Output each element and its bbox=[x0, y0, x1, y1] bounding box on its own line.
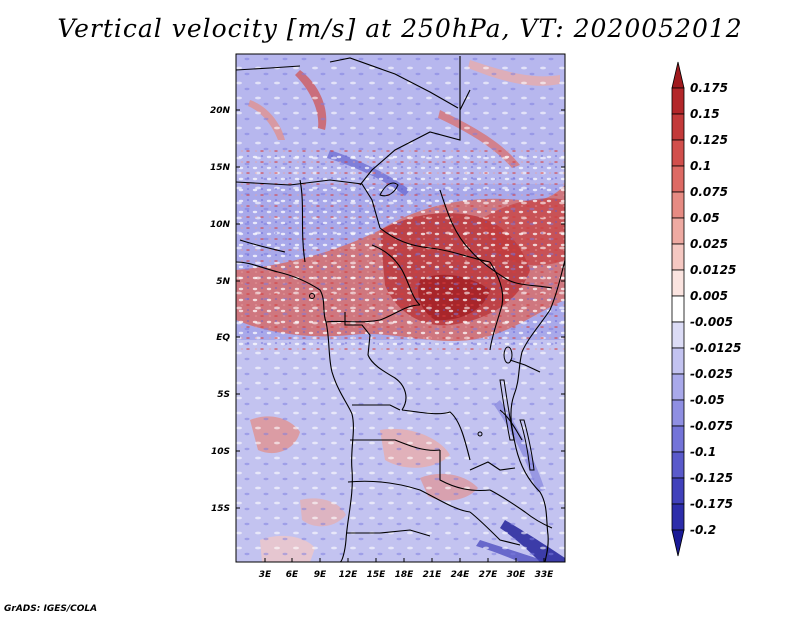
colorbar-label: 0.125 bbox=[690, 133, 728, 147]
colorbar-segment bbox=[671, 61, 685, 89]
colorbar-segment bbox=[671, 295, 685, 323]
lon-tick-label: 24E bbox=[451, 570, 471, 580]
colorbar-label: -0.175 bbox=[690, 497, 733, 511]
lon-tick-label: 27E bbox=[479, 570, 499, 580]
colorbar-segment bbox=[671, 243, 685, 271]
lon-tick-label: 15E bbox=[367, 570, 387, 580]
colorbar-segment bbox=[671, 191, 685, 219]
colorbar-label: 0.075 bbox=[690, 185, 728, 199]
colorbar-label: -0.025 bbox=[690, 367, 733, 381]
lat-tick-label: 20N bbox=[210, 106, 231, 116]
colorbar-segment bbox=[671, 503, 685, 531]
lon-tick-label: 30E bbox=[507, 570, 527, 580]
colorbar-label: -0.2 bbox=[690, 523, 716, 537]
colorbar-label: 0.05 bbox=[690, 211, 720, 225]
colorbar-labels: 0.175 0.15 0.125 0.1 0.075 0.05 0.025 0.… bbox=[690, 81, 741, 537]
lon-tick-label: 21E bbox=[423, 570, 443, 580]
vertical-velocity-field bbox=[236, 54, 565, 562]
colorbar-segment bbox=[671, 451, 685, 479]
lon-tick-label: 6E bbox=[286, 570, 299, 580]
lat-tick-label: 15S bbox=[211, 504, 230, 514]
lon-axis bbox=[264, 558, 545, 562]
lat-tick-label: 5S bbox=[217, 390, 230, 400]
colorbar-segment bbox=[671, 321, 685, 349]
lat-tick-label: 5N bbox=[216, 277, 230, 287]
lat-tick-label: 10N bbox=[210, 220, 231, 230]
colorbar-label: 0.025 bbox=[690, 237, 728, 251]
colorbar-segment bbox=[671, 477, 685, 505]
grads-credit: GrADS: IGES/COLA bbox=[4, 604, 98, 614]
lon-tick-label: 12E bbox=[339, 570, 359, 580]
map-frame bbox=[235, 53, 566, 563]
colorbar-label: 0.175 bbox=[690, 81, 728, 95]
colorbar-segment bbox=[671, 269, 685, 297]
colorbar-segment bbox=[671, 347, 685, 375]
lat-tick-label: 15N bbox=[210, 163, 231, 173]
colorbar-segment bbox=[671, 139, 685, 167]
lon-tick-label: 33E bbox=[535, 570, 555, 580]
colorbar-label: -0.0125 bbox=[690, 341, 741, 355]
colorbar-label: -0.075 bbox=[690, 419, 733, 433]
lon-tick-label: 9E bbox=[314, 570, 327, 580]
lon-tick-label: 3E bbox=[259, 570, 272, 580]
colorbar-segment bbox=[671, 217, 685, 245]
colorbar-segment bbox=[671, 87, 685, 115]
colorbar-label: -0.125 bbox=[690, 471, 733, 485]
lon-tick-labels: 3E 6E 9E 12E 15E 18E 21E 24E 27E 30E 33E bbox=[259, 570, 554, 580]
colorbar-label: 0.0125 bbox=[690, 263, 736, 277]
colorbar-segment bbox=[671, 529, 685, 557]
colorbar-label: 0.005 bbox=[690, 289, 728, 303]
lat-tick-label: EQ bbox=[216, 333, 230, 343]
colorbar-label: 0.15 bbox=[690, 107, 720, 121]
lat-tick-label: 10S bbox=[211, 447, 230, 457]
colorbar-label: -0.1 bbox=[690, 445, 716, 459]
colorbar-segment bbox=[671, 373, 685, 401]
colorbar bbox=[671, 61, 685, 557]
lat-axis bbox=[236, 109, 565, 509]
colorbar-segment bbox=[671, 399, 685, 427]
lon-tick-label: 18E bbox=[395, 570, 415, 580]
lat-tick-labels: 20N 15N 10N 5N EQ 5S 10S 15S bbox=[210, 106, 231, 514]
colorbar-label: 0.1 bbox=[690, 159, 711, 173]
colorbar-label: -0.005 bbox=[690, 315, 733, 329]
colorbar-segment bbox=[671, 425, 685, 453]
colorbar-segment bbox=[671, 165, 685, 193]
chart-title: Vertical velocity [m/s] at 250hPa, VT: 2… bbox=[57, 14, 743, 43]
colorbar-label: -0.05 bbox=[690, 393, 725, 407]
colorbar-segment bbox=[671, 113, 685, 141]
